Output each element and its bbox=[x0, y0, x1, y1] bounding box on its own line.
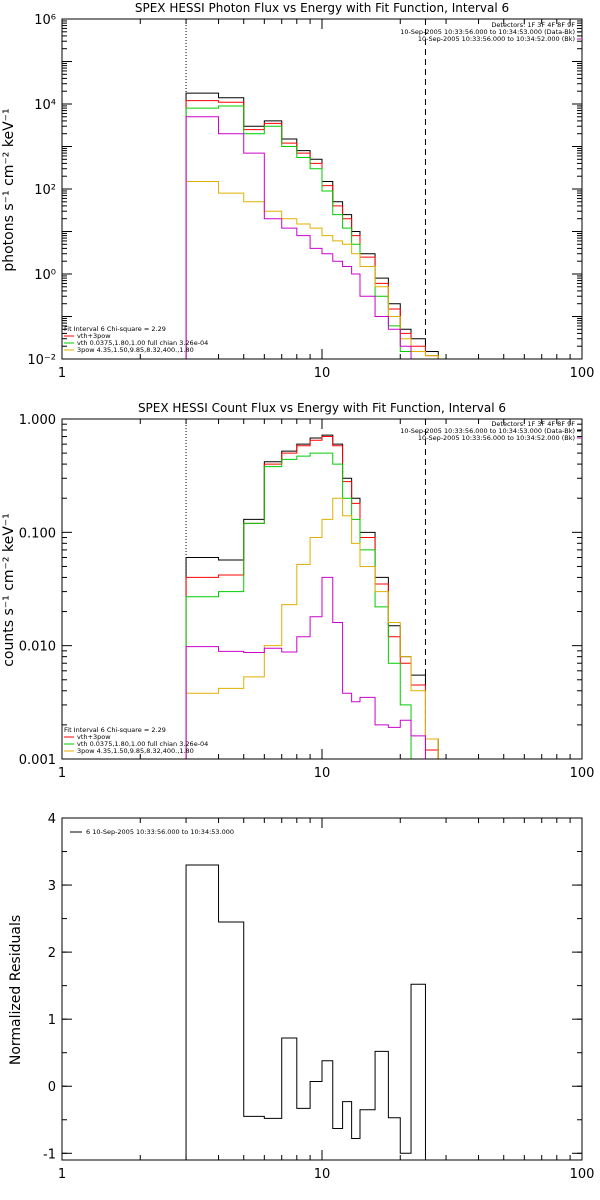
y-tick-label: -1 bbox=[43, 1147, 56, 1162]
photon-flux-panel: SPEX HESSI Photon Flux vs Energy with Fi… bbox=[1, 1, 594, 381]
y-tick-label: 0.100 bbox=[19, 526, 56, 541]
y-tick-label: 10² bbox=[34, 183, 56, 198]
series-bk bbox=[185, 116, 439, 359]
x-tick-label: 100 bbox=[570, 766, 595, 781]
header-line: 10-Sep-2005 10:33:56.000 to 10:34:52.000… bbox=[418, 35, 575, 43]
x-tick-label: 10 bbox=[314, 1167, 331, 1182]
series-3pow bbox=[185, 181, 439, 359]
series-vth bbox=[185, 105, 439, 359]
legend-entry: vth+3pow bbox=[77, 332, 111, 340]
series-3pow bbox=[185, 497, 439, 759]
count-flux-panel: SPEX HESSI Count Flux vs Energy with Fit… bbox=[1, 401, 594, 781]
x-tick-label: 100 bbox=[570, 1167, 595, 1182]
header-line: 10-Sep-2005 10:33:56.000 to 10:34:53.000… bbox=[400, 28, 575, 36]
x-tick-label: 10 bbox=[314, 366, 331, 381]
photon-flux-title: SPEX HESSI Photon Flux vs Energy with Fi… bbox=[135, 1, 509, 15]
header-line: 10-Sep-2005 10:33:56.000 to 10:34:52.000… bbox=[418, 434, 575, 442]
header-line: Detectors: 1F 3F 4F 8F 9F bbox=[491, 21, 575, 29]
residuals-plot-frame bbox=[61, 817, 583, 1161]
y-tick-label: 0.001 bbox=[19, 753, 56, 768]
y-tick-label: 3 bbox=[48, 879, 56, 894]
legend-entry: 3pow 4.35,1.50,9.85,8.32,400.,1.80 bbox=[77, 747, 194, 755]
photon-flux-plot-frame bbox=[61, 18, 583, 360]
series-6-10-sep-2005-10-33-56-000-to-10-34-53-000 bbox=[185, 864, 426, 1160]
legend-entry: 6 10-Sep-2005 10:33:56.000 to 10:34:53.0… bbox=[86, 828, 234, 836]
series-bk bbox=[185, 576, 439, 759]
y-tick-label: 10⁰ bbox=[34, 268, 56, 283]
x-tick-label: 100 bbox=[570, 366, 595, 381]
x-tick-label: 1 bbox=[58, 1167, 66, 1182]
legend-entry: vth 0.0375,1.80,1.00 full chian 3.26e-04 bbox=[77, 740, 208, 748]
legend-entry: Fit Interval 6 Chi-square = 2.29 bbox=[64, 726, 166, 734]
y-tick-label: 4 bbox=[48, 812, 56, 827]
y-tick-label: 1.000 bbox=[19, 413, 56, 428]
y-tick-label: 10⁶ bbox=[34, 13, 56, 28]
legend-entry: vth+3pow bbox=[77, 733, 111, 741]
header-line: 10-Sep-2005 10:33:56.000 to 10:34:53.000… bbox=[400, 427, 575, 435]
legend-entry: Fit Interval 6 Chi-square = 2.29 bbox=[64, 325, 166, 333]
y-tick-label: 10⁴ bbox=[34, 98, 56, 113]
series-data-bk bbox=[185, 92, 439, 359]
header-line: Detectors: 1F 3F 4F 8F 9F bbox=[491, 420, 575, 428]
residuals-panel: Normalized Residuals 1 10 100 -1 0 1 2 3 4 6 10-S… bbox=[8, 812, 594, 1182]
residuals-ylabel: Normalized Residuals bbox=[8, 915, 24, 1065]
count-flux-title: SPEX HESSI Count Flux vs Energy with Fit… bbox=[138, 401, 506, 415]
count-flux-plot-frame bbox=[61, 418, 583, 760]
legend-entry: vth 0.0375,1.80,1.00 full chian 3.26e-04 bbox=[77, 339, 208, 347]
y-tick-label: 1 bbox=[48, 1013, 56, 1028]
x-tick-label: 1 bbox=[58, 366, 66, 381]
y-tick-label: 0 bbox=[48, 1080, 56, 1095]
y-tick-label: 2 bbox=[48, 946, 56, 961]
x-tick-label: 1 bbox=[58, 766, 66, 781]
photon-flux-ylabel: photons s⁻¹ cm⁻² keV⁻¹ bbox=[1, 108, 17, 271]
x-tick-label: 10 bbox=[314, 766, 331, 781]
series-vth-3pow bbox=[185, 100, 439, 359]
y-tick-label: 10⁻² bbox=[27, 353, 56, 368]
count-flux-ylabel: counts s⁻¹ cm⁻² keV⁻¹ bbox=[1, 513, 17, 667]
series-vth bbox=[185, 452, 439, 759]
y-tick-label: 0.010 bbox=[19, 640, 56, 655]
legend-entry: 3pow 4.35,1.50,9.85,8.32,400.,1.80 bbox=[77, 346, 194, 354]
